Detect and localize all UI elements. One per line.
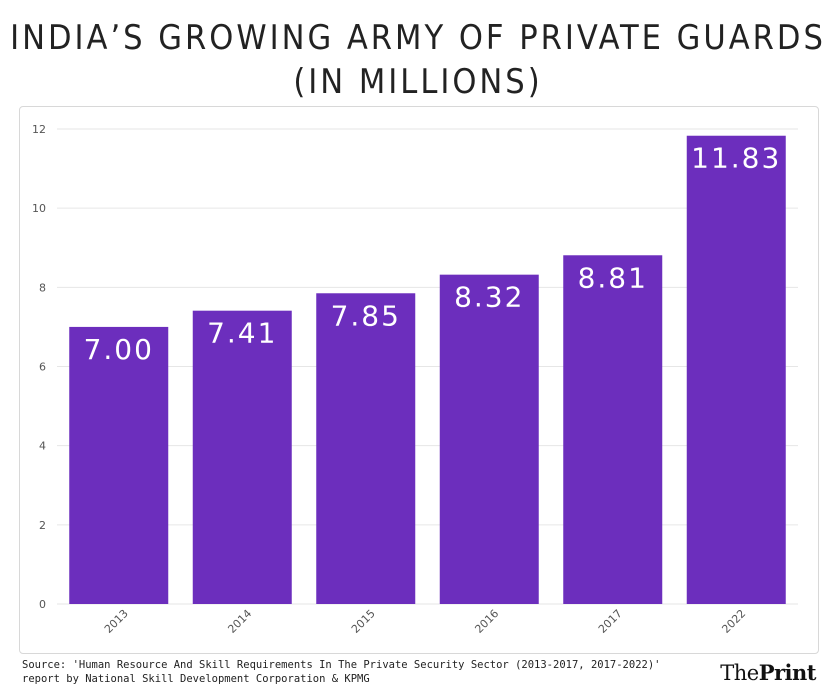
y-tick-label: 10 bbox=[32, 202, 46, 215]
y-tick-label: 0 bbox=[39, 598, 46, 611]
x-tick-label: 2015 bbox=[349, 607, 378, 636]
source-line-2: report by National Skill Development Cor… bbox=[22, 673, 370, 685]
x-tick-label: 2017 bbox=[596, 607, 625, 636]
brand-logo-print: Print bbox=[758, 660, 817, 685]
bar-value-label: 7.85 bbox=[331, 299, 401, 332]
y-tick-label: 6 bbox=[39, 361, 46, 374]
y-tick-label: 8 bbox=[39, 281, 46, 294]
source-line-1: Source: 'Human Resource And Skill Requir… bbox=[22, 659, 661, 671]
bar-value-label: 11.83 bbox=[691, 142, 781, 175]
x-tick-label: 2016 bbox=[472, 607, 501, 636]
bar bbox=[69, 326, 169, 604]
bar-value-label: 8.32 bbox=[454, 281, 524, 314]
bar bbox=[439, 274, 539, 604]
brand-logo-the: The bbox=[720, 661, 759, 685]
x-tick-label: 2022 bbox=[719, 607, 748, 636]
bar bbox=[192, 310, 292, 604]
y-tick-label: 2 bbox=[39, 519, 46, 532]
chart-title-line2: (IN MILLIONS) bbox=[293, 62, 543, 102]
bar bbox=[316, 293, 416, 604]
brand-logo: ThePrint bbox=[720, 660, 816, 685]
bar-chart: 0 2 4 6 8 10 12 7.00 2013 7.41 2014 7.85 2015 8.32 201… bbox=[32, 123, 798, 636]
bar bbox=[563, 255, 663, 605]
bar-value-label: 8.81 bbox=[578, 261, 648, 294]
bar bbox=[686, 135, 786, 604]
x-tick-label: 2014 bbox=[225, 607, 254, 636]
y-tick-label: 4 bbox=[39, 440, 46, 453]
y-tick-label: 12 bbox=[32, 123, 46, 136]
x-tick-label: 2013 bbox=[102, 607, 131, 636]
bar-value-label: 7.00 bbox=[84, 333, 154, 366]
chart-panel: 0 2 4 6 8 10 12 7.00 2013 7.41 2014 7.85 2015 8.32 201… bbox=[19, 106, 819, 654]
bar-value-label: 7.41 bbox=[207, 317, 277, 350]
source-note: Source: 'Human Resource And Skill Requir… bbox=[22, 658, 660, 686]
chart-title-line1: INDIA’S GROWING ARMY OF PRIVATE GUARDS bbox=[10, 18, 826, 58]
